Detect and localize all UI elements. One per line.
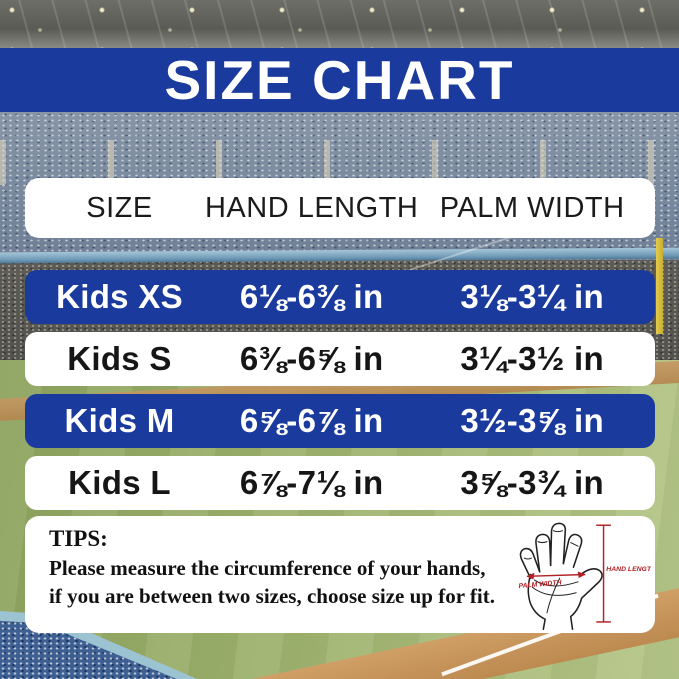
tips-line-1: Please measure the circumference of your… <box>49 556 486 580</box>
page-title: SIZE CHART <box>164 49 515 111</box>
tips-panel: TIPS: Please measure the circumference o… <box>25 516 655 633</box>
size-label: Kids XS <box>56 278 183 315</box>
palm-width-value: 3⅛-3¼ in <box>460 278 604 315</box>
measurement-lines <box>526 524 611 623</box>
size-label: Kids L <box>68 464 171 501</box>
table-row: Kids S 6⅜-6⅝ in 3¼-3½ in <box>25 332 655 386</box>
stadium-pillars <box>0 140 679 185</box>
palm-width-annotation: PALM WIDTH <box>518 579 563 590</box>
hand-length-value: 6⅛-6⅜ in <box>239 278 384 315</box>
column-header-hand-length: HAND LENGTH <box>204 191 419 224</box>
palm-width-value: 3⅝-3¾ in <box>460 464 604 501</box>
tips-text-block: TIPS: Please measure the circumference o… <box>49 522 519 611</box>
table-header-row: SIZE HAND LENGTH PALM WIDTH <box>25 178 655 238</box>
stadium-roof-background <box>0 0 679 48</box>
column-header-palm-width: PALM WIDTH <box>439 191 625 224</box>
palm-width-value: 3½-3⅝ in <box>460 402 604 439</box>
column-header-size: SIZE <box>86 191 153 224</box>
hand-length-annotation: HAND LENGTH <box>606 566 651 573</box>
hand-measurement-diagram: HAND LENGTH PALM WIDTH <box>518 522 651 631</box>
foul-pole <box>656 238 663 334</box>
tips-heading: TIPS: <box>49 526 108 551</box>
table-row: Kids XS 6⅛-6⅜ in 3⅛-3¼ in <box>25 270 655 324</box>
hand-outline <box>519 522 603 631</box>
palm-width-value: 3¼-3½ in <box>460 340 604 377</box>
tips-line-2: if you are between two sizes, choose siz… <box>49 584 495 609</box>
hand-length-value: 6⅝-6⅞ in <box>239 402 384 439</box>
hand-length-value: 6⅜-6⅝ in <box>239 340 384 377</box>
size-label: Kids M <box>64 402 175 439</box>
title-banner: SIZE CHART <box>0 48 679 112</box>
hand-length-value: 6⅞-7⅛ in <box>239 464 384 501</box>
table-row: Kids L 6⅞-7⅛ in 3⅝-3¾ in <box>25 456 655 510</box>
size-label: Kids S <box>67 340 172 377</box>
table-row: Kids M 6⅝-6⅞ in 3½-3⅝ in <box>25 394 655 448</box>
